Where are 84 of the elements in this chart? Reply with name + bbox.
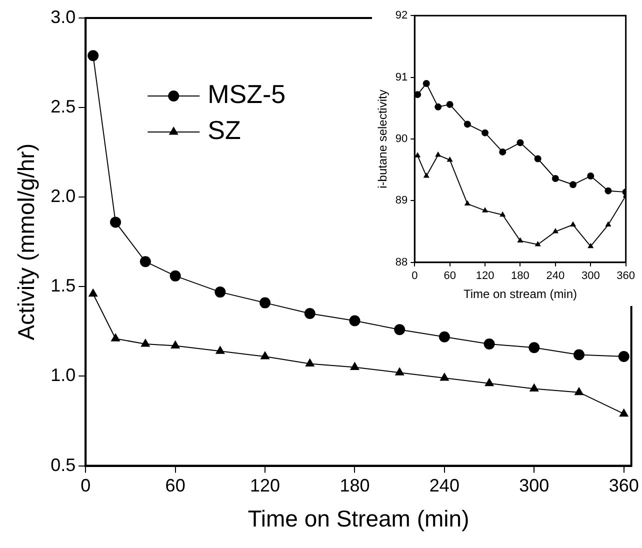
point <box>604 187 612 194</box>
point <box>534 155 542 162</box>
point <box>482 207 488 212</box>
point <box>422 80 430 87</box>
point <box>446 100 454 108</box>
point <box>110 216 122 228</box>
point <box>573 349 584 360</box>
point <box>552 174 559 182</box>
x-tick-label: 240 <box>546 270 565 282</box>
point <box>88 288 98 297</box>
legend-label: SZ <box>208 115 241 146</box>
point <box>215 346 225 354</box>
y-tick-label: 88 <box>395 256 408 268</box>
x-axis-title: Time on Stream (min) <box>248 506 470 532</box>
point <box>517 237 524 243</box>
y-tick-label: 90 <box>395 133 408 146</box>
point <box>570 221 576 227</box>
y-tick-label: 0.5 <box>50 454 76 475</box>
point <box>440 372 450 381</box>
point <box>414 91 422 98</box>
x-axis-title: Time on stream (min) <box>463 287 578 302</box>
x-tick-label: 360 <box>608 476 639 496</box>
point <box>88 50 99 62</box>
y-tick-label: 3.0 <box>50 6 76 27</box>
point <box>464 120 471 128</box>
y-tick-label: 1.0 <box>50 365 76 386</box>
point <box>140 338 150 347</box>
y-tick-label: 2.0 <box>50 186 76 206</box>
point <box>110 333 120 342</box>
point <box>435 152 442 157</box>
point <box>605 221 612 227</box>
point <box>587 172 594 180</box>
point <box>516 139 524 146</box>
point <box>394 324 406 336</box>
x-tick-label: 300 <box>519 476 550 496</box>
point <box>304 308 316 320</box>
point <box>349 315 360 326</box>
x-tick-label: 300 <box>581 270 600 282</box>
x-tick-label: 360 <box>616 270 636 282</box>
point <box>618 351 630 362</box>
point <box>446 156 453 162</box>
point <box>500 211 506 217</box>
legend-label: MSZ-5 <box>208 79 286 110</box>
x-tick-label: 0 <box>412 270 418 282</box>
point <box>570 181 577 188</box>
y-tick-label: 91 <box>395 71 408 84</box>
point <box>305 358 315 366</box>
point <box>552 228 558 234</box>
point <box>534 241 541 246</box>
x-tick-label: 120 <box>476 270 494 282</box>
y-axis-title: Activity (mmol/g/hr) <box>13 144 40 340</box>
point <box>438 331 450 342</box>
y-tick-label: 1.5 <box>50 276 76 296</box>
point <box>260 297 271 308</box>
point <box>434 103 442 110</box>
point <box>529 383 539 392</box>
point <box>499 148 506 156</box>
y-tick-label: 89 <box>395 194 408 207</box>
point <box>350 362 360 370</box>
point <box>214 286 226 298</box>
x-tick-label: 180 <box>511 270 530 282</box>
point <box>588 242 594 248</box>
point <box>528 342 540 354</box>
point <box>482 129 489 136</box>
x-tick-label: 0 <box>80 476 91 496</box>
point <box>423 172 430 178</box>
point <box>484 378 494 386</box>
x-tick-label: 180 <box>340 476 370 496</box>
point <box>170 270 181 282</box>
x-tick-label: 60 <box>444 270 456 282</box>
point <box>619 408 629 417</box>
point <box>394 367 404 376</box>
y-tick-label: 92 <box>395 10 408 22</box>
point <box>464 200 470 206</box>
point <box>170 340 180 349</box>
x-tick-label: 120 <box>250 476 280 496</box>
point <box>140 256 151 268</box>
y-tick-label: 2.5 <box>50 96 76 117</box>
point <box>574 386 584 396</box>
point <box>484 338 495 350</box>
point <box>260 351 270 360</box>
y-axis-title: i-butane selectivity <box>376 90 390 188</box>
x-tick-label: 60 <box>165 476 186 496</box>
x-tick-label: 240 <box>429 476 460 496</box>
